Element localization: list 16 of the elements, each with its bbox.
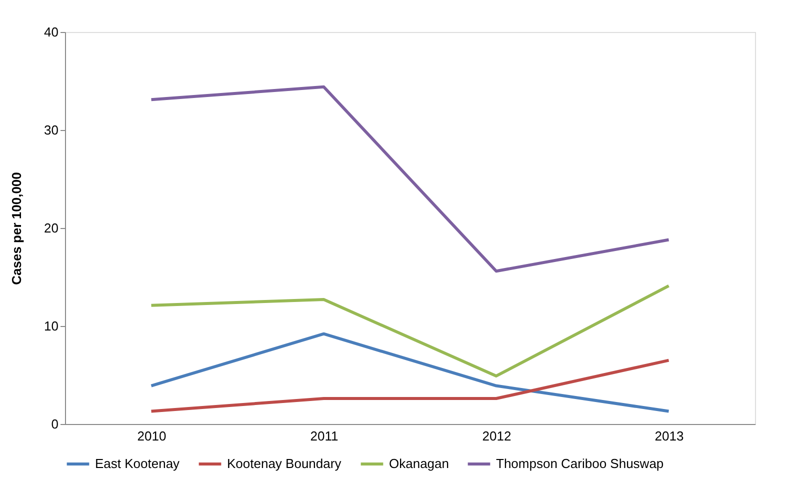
y-tick-label: 30 [44,122,58,138]
legend-label: Okanagan [389,456,449,471]
y-tick-label: 0 [51,416,58,432]
y-tick-label: 20 [44,220,58,236]
x-tick-label: 2012 [482,428,512,444]
legend-label: Kootenay Boundary [227,456,342,471]
line-series [150,284,670,378]
line-series [150,85,670,273]
legend-label: Thompson Cariboo Shuswap [496,456,664,471]
y-tick-label: 40 [44,24,58,40]
y-axis-title: Cases per 100,000 [9,172,24,285]
x-tick-label: 2010 [137,428,166,444]
x-tick-label: 2011 [310,428,338,444]
x-tick-label: 2013 [654,428,684,444]
y-tick-label: 10 [44,318,58,334]
legend-label: East Kootenay [95,456,180,471]
